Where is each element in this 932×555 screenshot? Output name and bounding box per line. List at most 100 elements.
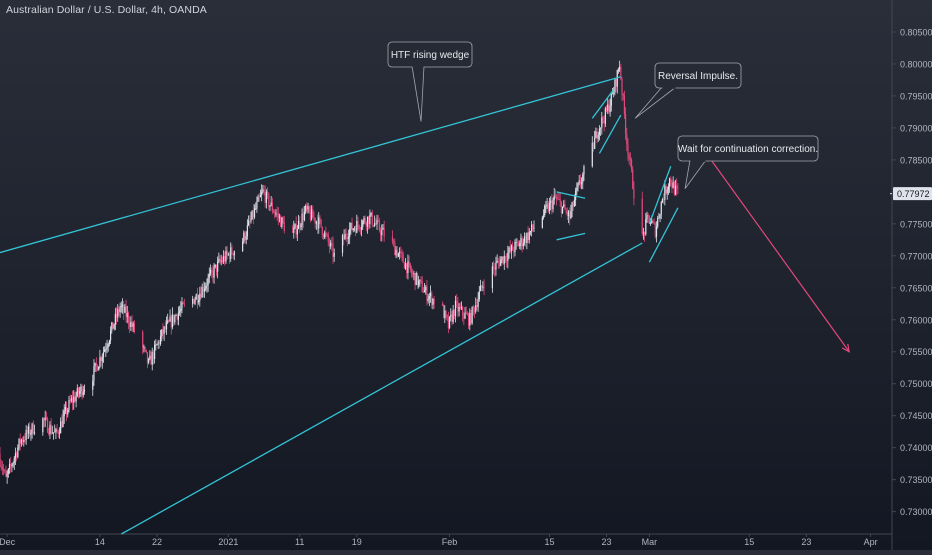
- candle-body: [249, 220, 251, 222]
- x-tick-label: 11: [295, 537, 304, 547]
- candle-body: [202, 286, 204, 292]
- candle-body: [470, 312, 472, 324]
- candle-body: [469, 312, 471, 326]
- candle-body: [652, 221, 654, 222]
- candle-body: [27, 426, 30, 434]
- callouts-layer: HTF rising wedge Reversal Impulse. Wait fo…: [387, 41, 819, 189]
- candle-body: [99, 357, 101, 367]
- candle-body: [280, 216, 282, 227]
- candle-body: [101, 356, 103, 362]
- candle-body: [654, 223, 656, 237]
- candle-body: [100, 357, 102, 362]
- candle-body: [630, 160, 633, 170]
- candle-body: [132, 323, 134, 327]
- candle-body: [668, 178, 671, 187]
- candle-body: [414, 273, 416, 286]
- candle-body: [607, 104, 609, 111]
- candle-body: [264, 192, 266, 203]
- candle-body: [601, 117, 603, 128]
- candle-body: [19, 438, 21, 444]
- candle-body: [44, 417, 46, 421]
- candle-body: [572, 202, 574, 207]
- x-tick-label: 23: [801, 537, 811, 547]
- candle-body: [231, 247, 233, 254]
- candle-body: [370, 212, 372, 215]
- candle-body: [183, 303, 185, 305]
- current-price-label: 0.77972: [897, 189, 930, 199]
- candle-body: [673, 182, 675, 195]
- candle-body: [423, 290, 426, 293]
- candle-body: [208, 273, 210, 278]
- candle-body: [406, 263, 408, 274]
- candle-body: [8, 464, 11, 469]
- candle-body: [617, 69, 620, 71]
- candle-body: [26, 429, 28, 434]
- candle-body: [441, 304, 444, 306]
- candle-body: [156, 344, 158, 346]
- candle-body: [497, 260, 499, 262]
- candle-body: [594, 137, 596, 149]
- candle-body: [325, 232, 327, 235]
- candle-body: [507, 253, 509, 261]
- candle-body: [666, 189, 668, 194]
- candle-body: [663, 199, 665, 201]
- candle-body: [576, 187, 578, 191]
- candle-body: [602, 117, 604, 121]
- candle-body: [0, 465, 2, 467]
- candle-body: [48, 432, 50, 434]
- candle-body: [356, 221, 358, 233]
- candle-body: [371, 212, 373, 225]
- candle-body: [162, 329, 164, 334]
- candle-body: [475, 305, 477, 312]
- candle-body: [305, 205, 307, 212]
- candle-body: [462, 306, 464, 316]
- candle-body: [54, 431, 56, 433]
- callout-pointer: [684, 159, 707, 189]
- candle-body: [464, 312, 466, 319]
- candle-body: [256, 201, 258, 209]
- candle-body: [627, 143, 629, 155]
- candle-body: [421, 280, 423, 292]
- candle-body: [676, 185, 678, 189]
- candle-body: [395, 249, 397, 256]
- candle-body: [503, 255, 505, 264]
- candle-body: [419, 279, 421, 281]
- candle-body: [579, 180, 581, 185]
- callout-box: [677, 135, 819, 162]
- candle-body: [529, 230, 532, 233]
- candle-body: [520, 237, 522, 244]
- candle-body: [591, 142, 593, 167]
- chart-title: Australian Dollar / U.S. Dollar, 4h, OAN…: [6, 4, 207, 16]
- candle-body: [321, 226, 323, 235]
- candle-body: [358, 225, 360, 229]
- candle-body: [614, 79, 616, 93]
- candle-body: [13, 458, 15, 463]
- candle-body: [401, 252, 403, 255]
- candle-body: [432, 298, 434, 305]
- candle-body: [222, 256, 225, 262]
- callout-text: Wait for continuation correction.: [678, 144, 818, 155]
- candle-body: [463, 315, 465, 319]
- candle-body: [515, 241, 517, 243]
- candle-body: [659, 214, 661, 218]
- candle-body: [378, 221, 380, 231]
- candle-body: [554, 195, 557, 197]
- candle-body: [46, 418, 49, 433]
- candle-body: [603, 120, 605, 124]
- candle-body: [246, 225, 248, 236]
- candle-body: [608, 104, 610, 113]
- candle-body: [270, 202, 272, 206]
- candle-body: [645, 219, 647, 235]
- callout-box: [654, 62, 742, 89]
- candle-body: [175, 315, 177, 317]
- candle-body: [259, 194, 262, 198]
- candle-body: [615, 79, 617, 87]
- candle-body: [528, 232, 530, 241]
- candle-body: [123, 304, 125, 313]
- x-tick-label: 23: [602, 537, 612, 547]
- candle-body: [104, 349, 106, 352]
- trendline-peak-wedge-bottom: [598, 114, 622, 154]
- candle-body: [509, 247, 511, 252]
- candle-body: [155, 344, 157, 346]
